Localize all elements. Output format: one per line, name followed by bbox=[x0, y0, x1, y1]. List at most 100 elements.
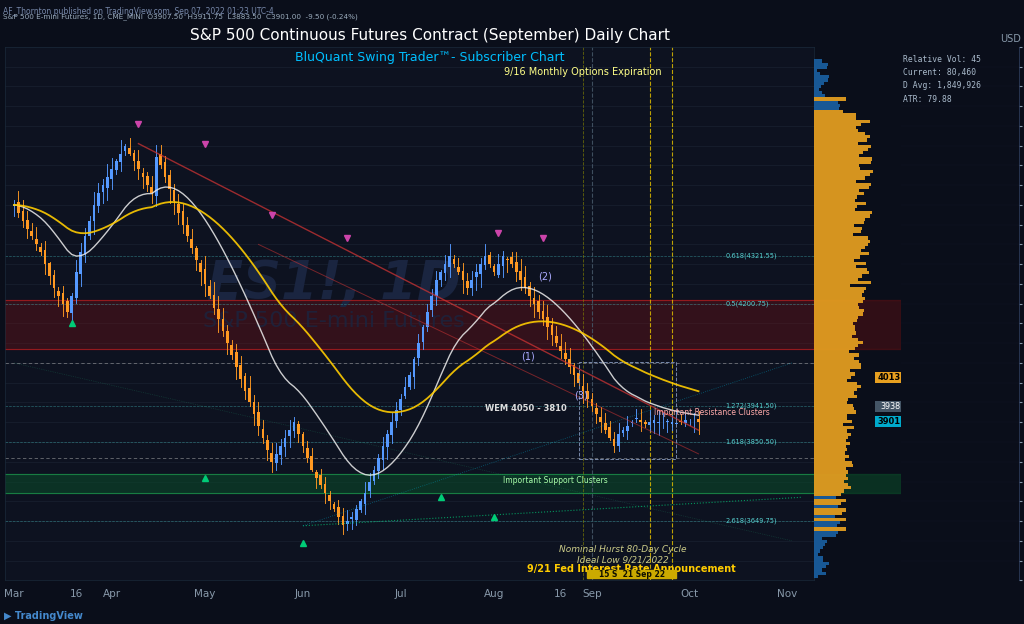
Bar bbox=[572, 365, 575, 375]
Bar bbox=[814, 271, 869, 275]
Bar bbox=[814, 575, 818, 578]
Bar bbox=[814, 429, 847, 432]
Bar bbox=[814, 142, 858, 145]
Bar bbox=[599, 417, 602, 422]
Bar bbox=[289, 430, 291, 436]
Bar bbox=[66, 301, 69, 311]
Bar bbox=[814, 230, 861, 233]
Bar bbox=[234, 352, 238, 367]
Bar bbox=[814, 100, 838, 104]
Bar bbox=[350, 517, 353, 519]
Bar bbox=[814, 69, 817, 72]
Bar bbox=[208, 286, 211, 296]
Bar bbox=[302, 434, 304, 446]
Bar bbox=[814, 91, 822, 94]
Bar bbox=[151, 187, 154, 193]
Bar bbox=[814, 559, 823, 562]
Bar bbox=[5, 474, 814, 494]
Bar bbox=[814, 236, 868, 240]
Bar bbox=[814, 287, 866, 290]
Bar bbox=[814, 426, 854, 429]
Bar bbox=[319, 475, 322, 485]
Bar bbox=[814, 568, 822, 572]
Bar bbox=[814, 300, 863, 303]
Bar bbox=[422, 328, 424, 341]
Bar bbox=[814, 167, 860, 170]
Bar bbox=[814, 62, 828, 66]
Bar bbox=[498, 264, 500, 275]
Bar bbox=[814, 192, 864, 195]
Bar bbox=[382, 446, 384, 461]
Bar bbox=[814, 120, 869, 123]
Text: S&P 500 E-mini Futures: S&P 500 E-mini Futures bbox=[203, 311, 465, 331]
Bar bbox=[626, 426, 629, 431]
Bar bbox=[814, 132, 865, 135]
Bar bbox=[591, 399, 593, 406]
Bar bbox=[26, 220, 29, 228]
Bar bbox=[409, 375, 411, 387]
Bar bbox=[814, 157, 871, 160]
Bar bbox=[814, 205, 857, 208]
Bar bbox=[814, 461, 852, 464]
Bar bbox=[403, 387, 407, 396]
Bar bbox=[244, 376, 247, 391]
Bar bbox=[814, 202, 866, 205]
Bar bbox=[814, 455, 849, 458]
Bar bbox=[814, 353, 859, 357]
Bar bbox=[814, 198, 855, 202]
Bar bbox=[874, 401, 919, 412]
Bar bbox=[814, 509, 846, 512]
Text: 2.618(3649.75): 2.618(3649.75) bbox=[725, 518, 777, 524]
Bar bbox=[160, 154, 162, 165]
Bar bbox=[814, 310, 863, 313]
Bar bbox=[814, 562, 828, 565]
Bar bbox=[559, 346, 562, 351]
Bar bbox=[622, 430, 625, 433]
Bar bbox=[814, 319, 857, 322]
Bar bbox=[814, 527, 846, 530]
Bar bbox=[814, 366, 861, 369]
Bar bbox=[240, 365, 242, 379]
Bar bbox=[230, 345, 233, 355]
Bar bbox=[579, 362, 676, 459]
Bar bbox=[578, 373, 580, 383]
Bar bbox=[551, 325, 553, 335]
Bar bbox=[814, 107, 839, 110]
Bar bbox=[342, 516, 344, 525]
Bar bbox=[814, 268, 867, 271]
Bar bbox=[124, 145, 127, 152]
Text: 0.618(4321.55): 0.618(4321.55) bbox=[725, 253, 777, 259]
Bar bbox=[417, 343, 420, 358]
Bar bbox=[814, 224, 854, 227]
Text: (2): (2) bbox=[539, 272, 552, 282]
Bar bbox=[475, 272, 477, 277]
Text: 1.618(3850.50): 1.618(3850.50) bbox=[725, 438, 777, 445]
Bar bbox=[814, 129, 858, 132]
Bar bbox=[814, 436, 848, 439]
Bar bbox=[814, 284, 850, 287]
Bar bbox=[814, 518, 846, 521]
Bar bbox=[814, 489, 844, 492]
Bar bbox=[814, 470, 848, 474]
Bar bbox=[75, 272, 78, 298]
Bar bbox=[814, 278, 858, 281]
Bar bbox=[814, 385, 861, 388]
Bar bbox=[31, 231, 33, 236]
Text: AF_Thornton published on TradingView.com, Sep 07, 2022 01:23 UTC-4: AF_Thornton published on TradingView.com… bbox=[3, 7, 273, 16]
Bar bbox=[217, 309, 220, 319]
Text: D Avg: 1,849,926: D Avg: 1,849,926 bbox=[903, 82, 981, 90]
Bar bbox=[814, 275, 862, 278]
Bar bbox=[814, 515, 836, 518]
Text: WEM 4050 - 3810: WEM 4050 - 3810 bbox=[485, 404, 567, 413]
Bar bbox=[5, 300, 814, 349]
Bar bbox=[137, 161, 140, 169]
Bar bbox=[814, 116, 856, 120]
Bar bbox=[814, 154, 859, 157]
Bar bbox=[814, 306, 859, 310]
Bar bbox=[814, 208, 855, 211]
Bar bbox=[221, 319, 224, 331]
Bar bbox=[814, 565, 825, 568]
Bar bbox=[814, 512, 842, 515]
Bar bbox=[373, 470, 376, 480]
Bar bbox=[542, 311, 545, 319]
